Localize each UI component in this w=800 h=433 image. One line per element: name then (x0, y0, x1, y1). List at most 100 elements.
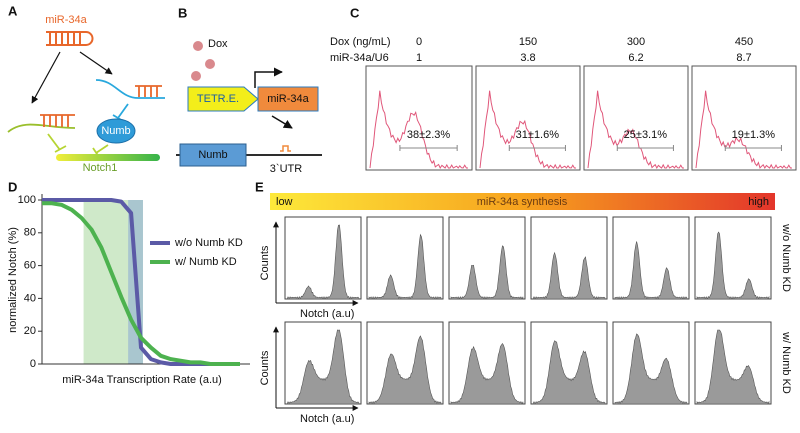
synthesis-gradient (270, 193, 775, 210)
ratio-row-label: miR-34a/U6 (330, 52, 389, 64)
gradient-low: low (276, 196, 293, 208)
numb-gene-label: Numb (198, 149, 227, 161)
histogram (450, 342, 524, 405)
utr-site (280, 145, 291, 152)
notch-label: Notch (a.u) (300, 308, 354, 320)
histogram (368, 335, 442, 405)
promoter-arrow (254, 67, 283, 88)
histogram (696, 231, 770, 300)
ratio-value: 6.2 (628, 52, 643, 64)
panel-b: Dox TETR.E. miR-34a Numb 3`UTR (176, 38, 322, 175)
panel-a: miR-34a Numb Notch1 (7, 14, 165, 174)
histogram-frame (284, 216, 362, 300)
series-line (42, 201, 240, 366)
notch-mrna (7, 123, 76, 133)
dox-value: 150 (519, 36, 537, 48)
histogram (286, 224, 360, 300)
row-label: w/o Numb KD (780, 223, 792, 292)
dox-value: 300 (627, 36, 645, 48)
arrow (271, 115, 293, 129)
gate (724, 145, 782, 151)
y-axis-label: normalized Notch (%) (7, 227, 19, 333)
mirna-label: miR-34a (45, 14, 87, 26)
histogram-frame (365, 65, 473, 171)
inhibit (47, 133, 67, 153)
numb-protein (96, 118, 136, 144)
histogram (368, 233, 442, 300)
y-tick-label: 100 (18, 194, 36, 206)
numb-gene (179, 143, 247, 167)
histogram-frame (475, 65, 581, 171)
arrow (31, 51, 61, 104)
tetre-label: TETR.E. (197, 93, 239, 105)
bound-mirna (40, 114, 75, 127)
panel-label: C (350, 5, 360, 20)
histogram-frame (694, 216, 772, 300)
histogram (614, 333, 688, 405)
row-label: w/ Numb KD (780, 331, 792, 394)
histogram (286, 329, 360, 405)
histogram (696, 329, 770, 405)
panel-label: E (255, 179, 264, 194)
panel-label: D (8, 179, 17, 194)
dox-molecule (205, 59, 215, 69)
numb-label: Numb (101, 125, 130, 137)
histogram (532, 340, 606, 405)
inhibit (112, 103, 129, 122)
mirna-gene-label: miR-34a (267, 93, 309, 105)
ratio-value: 8.7 (736, 52, 751, 64)
ratio-value: 1 (416, 52, 422, 64)
panel-label: B (178, 5, 187, 20)
gate (616, 145, 674, 151)
y-tick-label: 80 (24, 227, 36, 239)
notch-label: Notch1 (83, 162, 118, 174)
dox-row-label: Dox (ng/mL) (330, 36, 391, 48)
x-axis-label: miR-34a Transcription Rate (a.u) (62, 374, 222, 386)
y-tick-label: 60 (24, 260, 36, 272)
mirna-gene (257, 86, 319, 112)
histogram-frame (612, 216, 690, 300)
histogram-frame (691, 65, 797, 171)
gradient-title: miR-34a synthesis (477, 196, 568, 208)
histogram (587, 90, 684, 170)
gradient-high: high (748, 196, 769, 208)
y-tick-label: 40 (24, 292, 36, 304)
dox-label: Dox (208, 38, 228, 50)
notch-label: Notch (a.u) (300, 413, 354, 425)
highlight-region (83, 200, 130, 364)
ratio-value: 3.8 (520, 52, 535, 64)
y-tick-label: 20 (24, 325, 36, 337)
dox-molecule (193, 41, 203, 51)
bound-mirna (135, 85, 162, 97)
arrow (79, 51, 113, 75)
histogram (479, 90, 576, 170)
counts-label: Counts (259, 245, 271, 280)
legend-label: w/ Numb KD (174, 256, 237, 268)
histogram-frame (583, 65, 689, 171)
gate-fraction: 38±2.3% (407, 129, 451, 141)
mirna-hairpin (46, 31, 94, 46)
gate (508, 145, 566, 151)
histogram (695, 90, 792, 170)
counts-label: Counts (259, 350, 271, 385)
y-tick-label: 0 (30, 358, 36, 370)
histogram (369, 90, 468, 170)
histogram (450, 245, 524, 300)
gate (399, 145, 458, 151)
legend-label: w/o Numb KD (174, 237, 243, 249)
dox-value: 0 (416, 36, 422, 48)
dox-molecule (191, 71, 201, 81)
histogram-frame (530, 216, 608, 300)
histogram (614, 241, 688, 300)
gate-fraction: 19±1.3% (732, 129, 776, 141)
notch-bar (56, 154, 160, 161)
panel-label: A (8, 3, 18, 18)
tetre-box (187, 86, 259, 112)
dox-value: 450 (735, 36, 753, 48)
histogram-frame (448, 216, 526, 300)
utr-label: 3`UTR (270, 163, 302, 175)
gate-fraction: 25±3.1% (624, 129, 668, 141)
histogram (532, 251, 606, 300)
histogram-frame (366, 216, 444, 300)
